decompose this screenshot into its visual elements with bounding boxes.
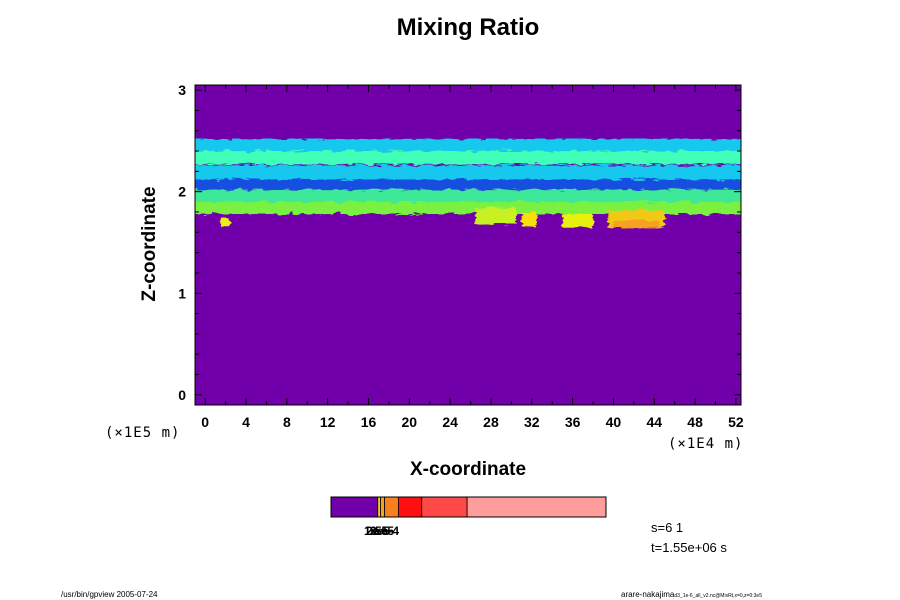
contour-band-2 <box>195 165 741 180</box>
contour-layers <box>195 138 741 229</box>
x-tick-label: 12 <box>320 414 336 430</box>
colorbar: 1e-52e-53e-55e-4 <box>330 496 607 538</box>
x-tick-label: 28 <box>483 414 499 430</box>
x-tick-label: 48 <box>687 414 703 430</box>
colorbar-segment-4 <box>397 496 423 518</box>
contour-patch-4 <box>613 220 660 229</box>
plot-frame <box>194 84 742 406</box>
y-tick-label: 2 <box>178 184 186 200</box>
mixing-ratio-field <box>195 138 741 229</box>
colorbar-segment-1 <box>377 496 381 518</box>
contour-band-0 <box>195 138 741 152</box>
colorbar-label: 1e-5 <box>364 524 388 538</box>
colorbar-border <box>330 496 607 518</box>
x-tick-label: 8 <box>283 414 291 430</box>
colorbar-label: 5e-4 <box>375 524 399 538</box>
x-tick-label: 4 <box>242 414 250 430</box>
x-tick-label: 52 <box>728 414 744 430</box>
x-tick-label: 32 <box>524 414 540 430</box>
contour-patch-5 <box>220 218 231 227</box>
time-annotation: t=1.55e+06 s <box>651 540 727 555</box>
x-tick-label: 40 <box>606 414 622 430</box>
x-tick-label: 0 <box>201 414 209 430</box>
x-tick-label: 24 <box>442 414 458 430</box>
y-unit-label: (×1E5 m) <box>105 425 181 441</box>
colorbar-segment-2 <box>380 496 386 518</box>
footer-source-file: d3_1e-6_all_v2.nc@MixRt,x=0,z=0:3e5 <box>674 593 762 599</box>
footer-source: arare-nakajimad3_1e-6_all_v2.nc@MixRt,x=… <box>621 590 762 599</box>
chart-title: Mixing Ratio <box>396 14 540 41</box>
colorbar-label: 3e-5 <box>370 524 394 538</box>
plot-background <box>195 85 741 405</box>
colorbar-label: 2e-5 <box>366 524 390 538</box>
contour-band-3 <box>195 179 741 190</box>
y-axis: 0 1 2 3 <box>178 82 741 403</box>
contour-patch-1 <box>521 211 537 227</box>
y-tick-label: 1 <box>178 285 186 301</box>
colorbar-segment-3 <box>384 496 399 518</box>
colorbar-segment-6 <box>466 496 607 518</box>
footer-source-user: arare-nakajima <box>621 590 675 599</box>
contour-patch-0 <box>475 207 517 225</box>
footer-command: /usr/bin/gpview 2005-07-24 <box>61 590 158 599</box>
x-tick-label: 20 <box>402 414 418 430</box>
x-axis: 0 4 8 12 16 20 24 28 32 36 40 44 48 52 <box>201 85 744 430</box>
contour-band-1 <box>195 151 741 165</box>
x-tick-label: 16 <box>361 414 377 430</box>
colorbar-segment-5 <box>421 496 468 518</box>
x-axis-label: X-coordinate <box>409 459 527 480</box>
y-tick-label: 3 <box>178 82 186 98</box>
contour-band-5 <box>195 201 741 215</box>
contour-patch-2 <box>562 214 594 228</box>
y-axis-label: Z-coordinate <box>139 186 160 302</box>
x-tick-label: 36 <box>565 414 581 430</box>
colorbar-segment-0 <box>330 496 379 518</box>
plot-border <box>194 84 742 406</box>
x-tick-label: 44 <box>646 414 662 430</box>
y-tick-label: 0 <box>178 387 186 403</box>
step-annotation: s=6 1 <box>651 520 684 535</box>
x-unit-label: (×1E4 m) <box>668 436 744 452</box>
